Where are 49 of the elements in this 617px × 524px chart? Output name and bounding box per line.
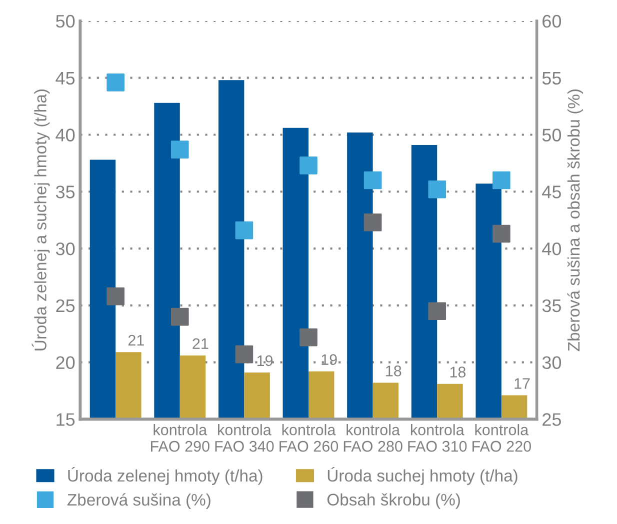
x-tick-label: kontrola FAO 290: [150, 424, 210, 452]
y2-axis-title: Zberová sušina a obsah škrobu (%): [567, 90, 584, 352]
point: [428, 302, 446, 320]
y-tick-label: 25: [56, 299, 75, 312]
data-label: 18: [450, 366, 466, 378]
point: [235, 345, 254, 364]
y-tick-label: 20: [56, 356, 75, 370]
point: [364, 171, 382, 190]
data-label: 18: [386, 366, 402, 376]
point: [364, 213, 382, 232]
data-label: 19: [257, 355, 273, 366]
point: [235, 221, 254, 240]
y2-tick-label: 40: [542, 242, 562, 256]
y2-tick-label: 35: [542, 299, 561, 312]
y-tick-label: 40: [56, 128, 75, 142]
point: [106, 73, 124, 92]
point: [170, 140, 189, 158]
point: [492, 171, 510, 190]
x-tick-label: kontrola FAO 220: [472, 424, 531, 452]
point: [170, 308, 189, 326]
y-tick-label: 30: [56, 242, 75, 256]
x-tick-label: kontrola FAO 310: [408, 424, 467, 452]
x-tick-label: kontrola FAO 280: [344, 424, 402, 452]
y-tick-label: 35: [56, 186, 75, 198]
y-tick-label: 45: [56, 72, 75, 85]
y2-tick-label: 55: [542, 72, 561, 85]
y2-tick-label: 30: [542, 356, 562, 370]
legend-label: Úroda zelenej hmoty (t/ha): [68, 467, 262, 485]
point: [106, 287, 124, 306]
y-tick-label: 15: [56, 413, 75, 426]
y-tick-label: 50: [56, 14, 75, 28]
y-axis-title: Úroda zelenej a suchej hmoty (t/ha): [32, 90, 50, 350]
data-label: 19: [322, 354, 337, 365]
y2-tick-label: 45: [542, 186, 561, 198]
y2-tick-label: 50: [542, 128, 562, 142]
legend-label: Úroda suchej hmoty (t/ha): [328, 467, 518, 485]
x-tick-label: kontrola FAO 340: [215, 424, 274, 452]
y2-tick-label: 60: [542, 14, 562, 28]
x-tick-label: kontrola FAO 260: [280, 424, 338, 452]
legend-label: Zberová sušina (%): [67, 493, 210, 509]
y2-tick-label: 25: [542, 413, 561, 426]
data-label: 21: [128, 334, 144, 346]
point: [492, 224, 510, 243]
data-label: 21: [192, 338, 208, 349]
point: [428, 180, 446, 198]
data-label: 17: [514, 378, 530, 389]
point: [300, 156, 318, 174]
legend-label: Obsah škrobu (%): [327, 493, 460, 509]
point: [300, 328, 318, 346]
